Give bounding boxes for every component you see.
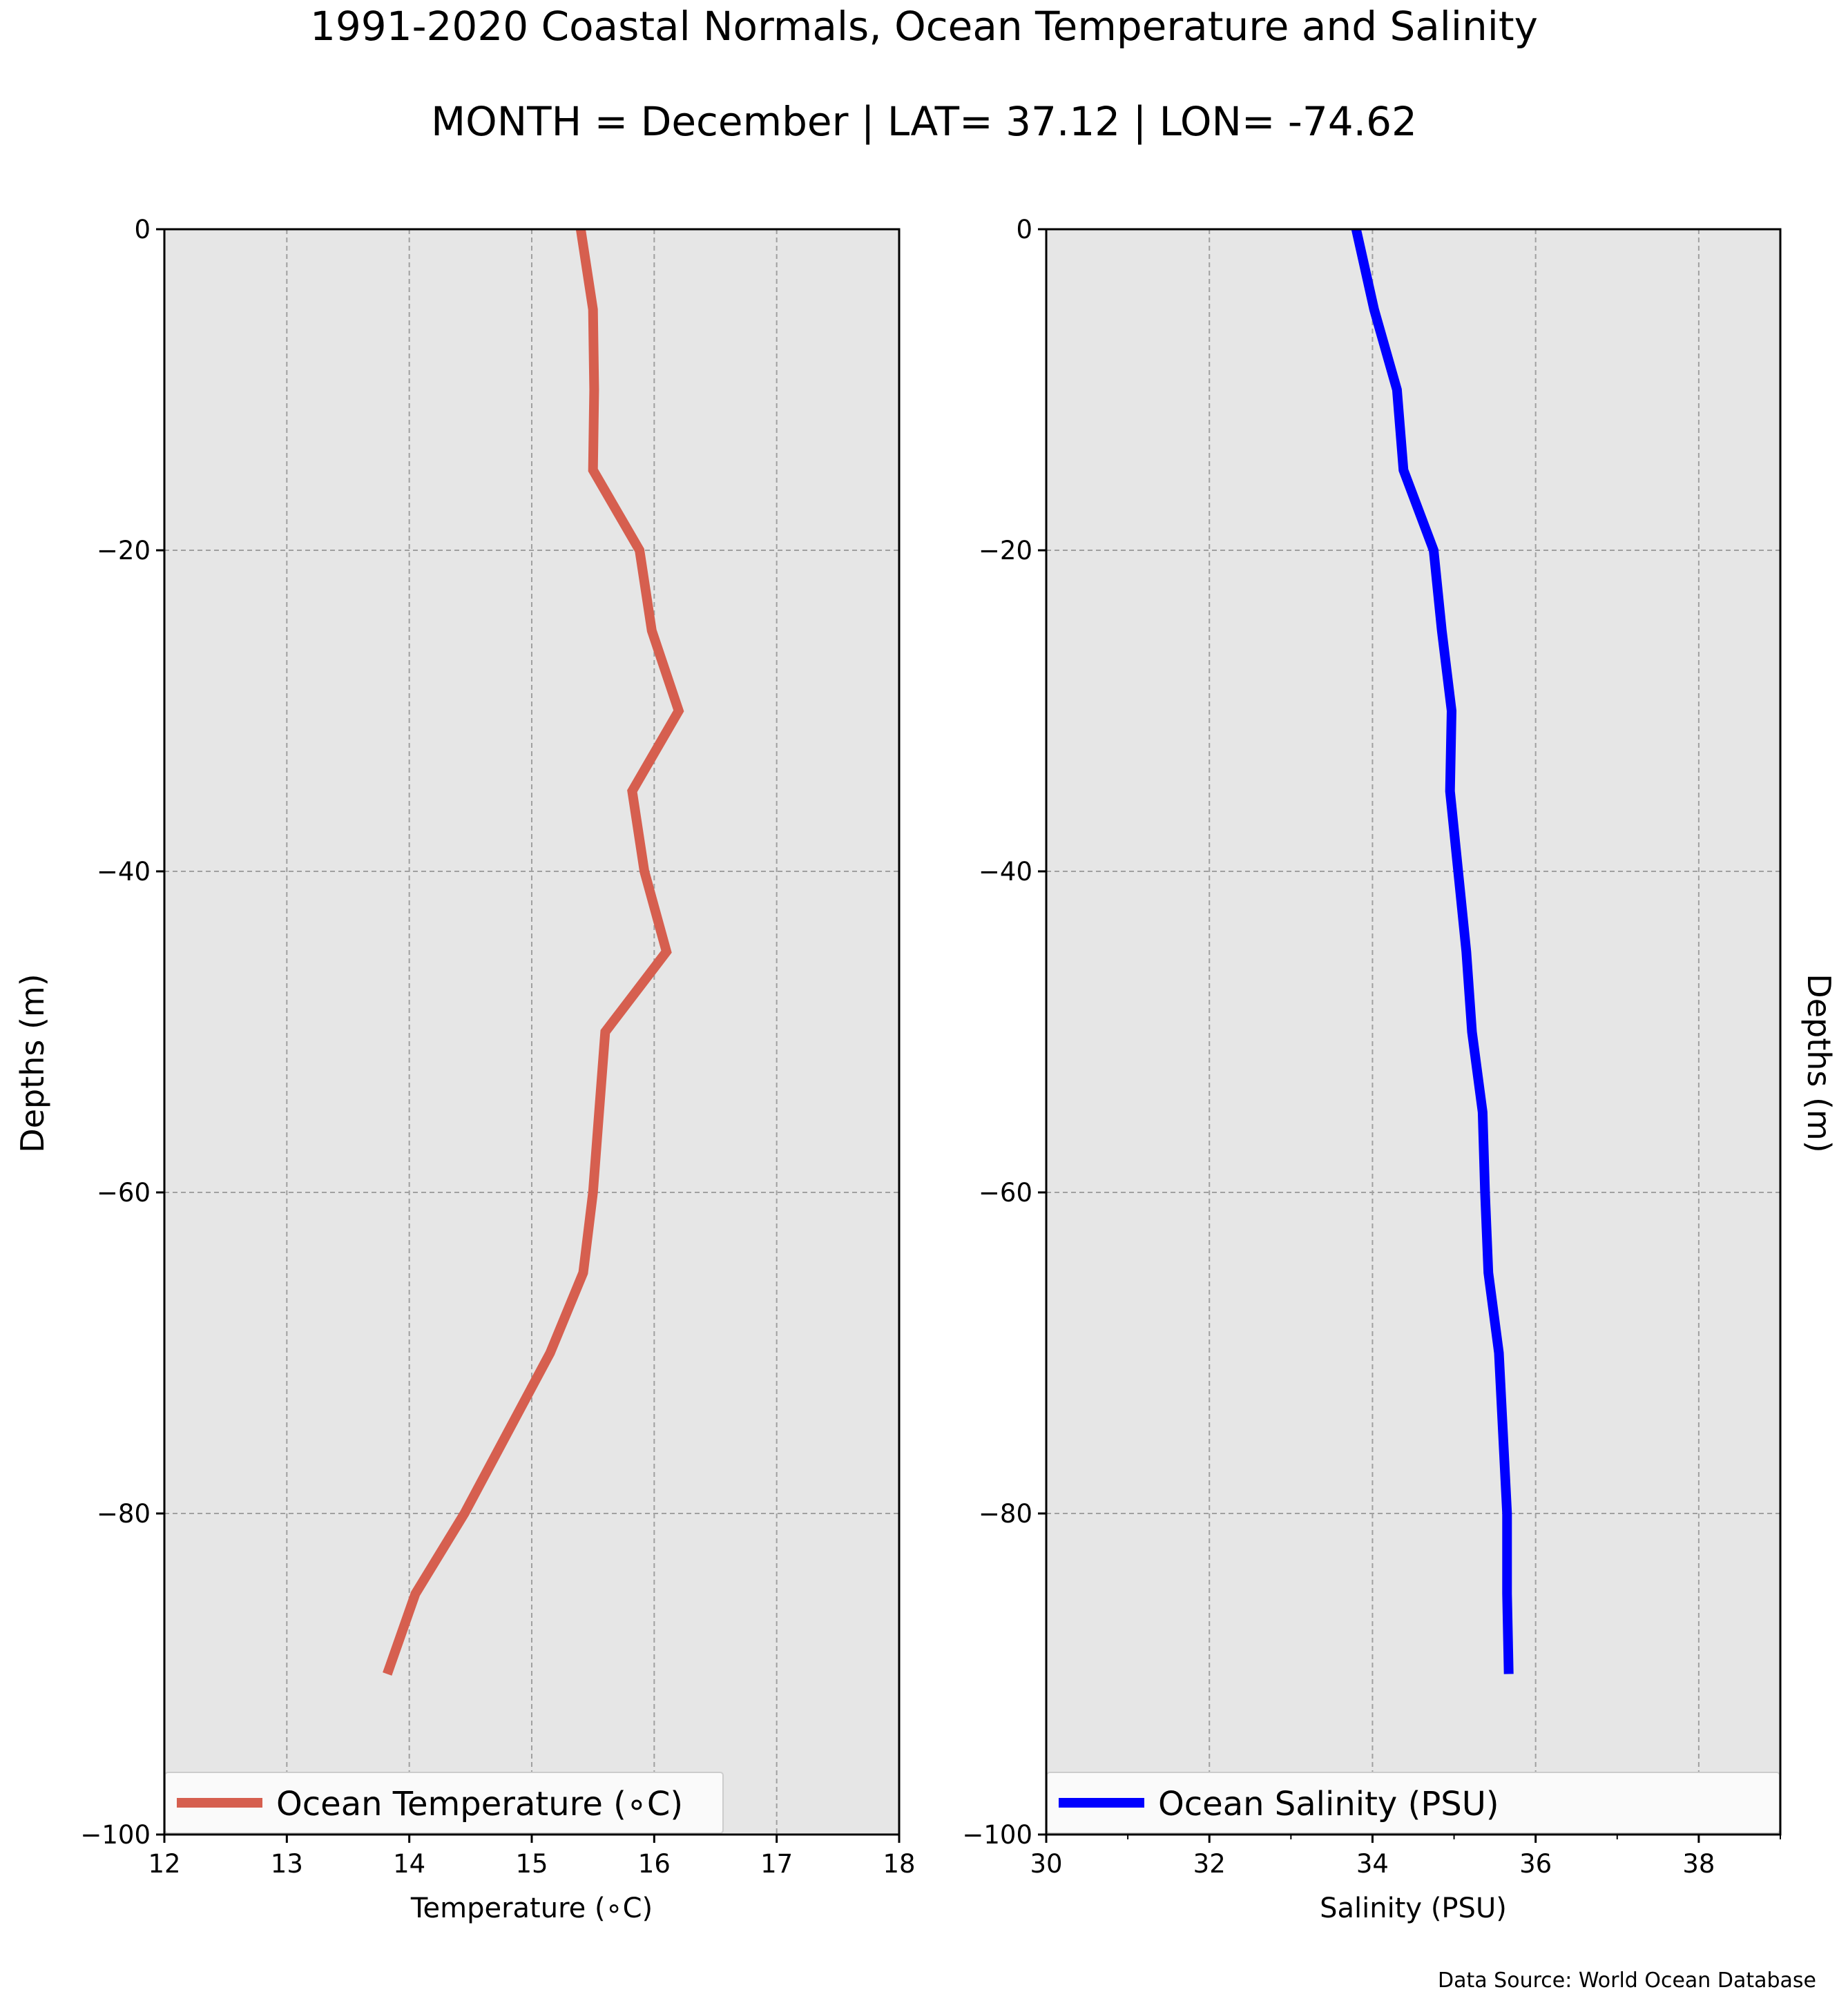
salinity-x-tick-label: 32 xyxy=(1193,1849,1226,1879)
salinity-y-tick-label: −20 xyxy=(979,536,1032,565)
data-source-note: Data Source: World Ocean Database xyxy=(1438,1968,1816,1993)
temperature-x-tick-label: 17 xyxy=(760,1849,793,1879)
temperature-x-tick-label: 12 xyxy=(148,1849,180,1879)
salinity-legend-label: Ocean Salinity (PSU) xyxy=(1158,1785,1499,1823)
temperature-x-tick-label: 15 xyxy=(515,1849,548,1879)
temperature-y-tick-label: −80 xyxy=(97,1499,151,1529)
right-depth-axis-label: Depths (m) xyxy=(1800,974,1838,1152)
salinity-x-tick-label: 34 xyxy=(1356,1849,1389,1879)
temperature-x-tick-label: 13 xyxy=(271,1849,303,1879)
salinity-y-tick-label: 0 xyxy=(1016,215,1032,244)
salinity-x-axis-label: Salinity (PSU) xyxy=(1320,1893,1507,1924)
salinity-series-line xyxy=(1351,228,1514,1674)
temperature-y-tick-label: 0 xyxy=(134,215,151,244)
temperature-y-tick-label: −60 xyxy=(97,1178,151,1208)
chart-subtitle: MONTH = December | LAT= 37.12 | LON= -74… xyxy=(431,98,1417,145)
salinity-x-tick-label: 30 xyxy=(1030,1849,1062,1879)
salinity-plot-area xyxy=(1046,229,1780,1835)
temperature-panel: Ocean Temperature (∘C) 12 13 14 15 16 17 18 0 −20… xyxy=(80,215,915,1924)
left-depth-axis-label: Depths (m) xyxy=(14,974,51,1152)
temperature-y-tick-label: −40 xyxy=(97,857,151,887)
temperature-y-tick-label: −20 xyxy=(97,536,151,565)
temperature-x-tick-label: 14 xyxy=(393,1849,425,1879)
chart-title: 1991-2020 Coastal Normals, Ocean Tempera… xyxy=(310,3,1538,50)
salinity-y-tick-label: −60 xyxy=(979,1178,1032,1208)
temperature-series-line xyxy=(383,228,684,1676)
temperature-x-tick-label: 18 xyxy=(883,1849,915,1879)
salinity-axes-frame xyxy=(1045,228,1782,1836)
salinity-y-tick-label: −100 xyxy=(962,1820,1032,1850)
salinity-x-tick-label: 38 xyxy=(1682,1849,1715,1879)
temperature-x-axis-label: Temperature (∘C) xyxy=(410,1893,653,1924)
salinity-y-tick-label: −40 xyxy=(979,857,1032,887)
salinity-panel: Ocean Salinity (PSU) 30 32 34 36 38 0 −20 −40 −60… xyxy=(962,215,1782,1924)
salinity-x-tick-label: 36 xyxy=(1519,1849,1552,1879)
temperature-legend-label: Ocean Temperature (∘C) xyxy=(276,1785,683,1823)
temperature-y-tick-label: −100 xyxy=(80,1820,151,1850)
temperature-x-tick-label: 16 xyxy=(638,1849,671,1879)
salinity-y-tick-label: −80 xyxy=(979,1499,1032,1529)
